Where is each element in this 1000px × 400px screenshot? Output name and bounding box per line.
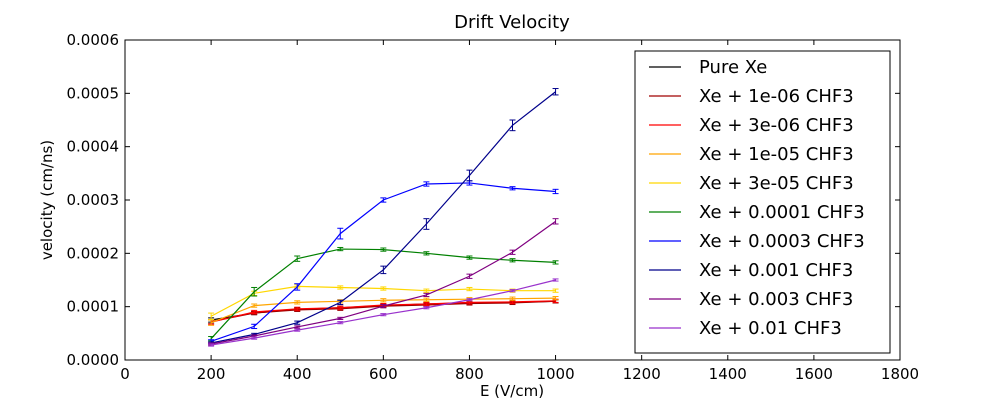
plot-series (208, 88, 559, 347)
x-tick-label: 400 (283, 365, 312, 383)
legend-entry: Xe + 0.01 CHF3 (699, 318, 842, 339)
series-6 (208, 180, 559, 344)
x-tick-label: 0 (120, 365, 130, 383)
legend-entry: Pure Xe (699, 57, 767, 78)
legend-box (634, 50, 891, 354)
chart-title: Drift Velocity (454, 12, 570, 33)
legend-entry: Xe + 0.003 CHF3 (699, 289, 853, 310)
x-tick-label: 1200 (623, 365, 661, 383)
x-axis-label: E (V/cm) (480, 382, 544, 400)
x-tick-label: 1800 (881, 365, 919, 383)
y-tick-label: 0.0006 (67, 31, 120, 49)
y-axis-label: velocity (cm/ns) (38, 140, 56, 260)
legend-entry: Xe + 3e-05 CHF3 (699, 173, 854, 194)
y-tick-label: 0.0003 (67, 191, 120, 209)
series-7 (208, 88, 559, 345)
x-tick-label: 1600 (795, 365, 833, 383)
y-tick-label: 0.0001 (67, 298, 120, 316)
axis-ticks: 0 200 400 600 800 1000 1200 1400 1600 1800 0.0000 0… (67, 31, 920, 383)
legend-entry: Xe + 0.001 CHF3 (699, 260, 853, 281)
x-tick-label: 1400 (709, 365, 747, 383)
x-tick-label: 800 (455, 365, 484, 383)
y-tick-label: 0.0002 (67, 244, 120, 262)
legend-entry: Xe + 1e-05 CHF3 (699, 144, 854, 165)
y-tick-label: 0.0004 (67, 138, 120, 156)
legend-entry: Xe + 0.0003 CHF3 (699, 231, 865, 252)
legend: Pure Xe Xe + 1e-06 CHF3 Xe + 3e-06 CHF3 Xe … (634, 50, 891, 354)
series-5 (208, 246, 559, 342)
series-line (210, 248, 556, 340)
series-line (211, 220, 556, 345)
x-tick-label: 600 (369, 365, 398, 383)
x-tick-label: 1000 (536, 365, 574, 383)
y-tick-label: 0.0000 (67, 351, 120, 369)
series-8 (208, 218, 559, 346)
legend-entry: Xe + 1e-06 CHF3 (699, 86, 854, 107)
y-tick-label: 0.0005 (67, 84, 120, 102)
x-tick-label: 200 (197, 365, 226, 383)
legend-entry: Xe + 3e-06 CHF3 (699, 115, 854, 136)
series-9 (208, 278, 559, 347)
series-line (210, 182, 556, 342)
legend-entry: Xe + 0.0001 CHF3 (699, 202, 865, 223)
